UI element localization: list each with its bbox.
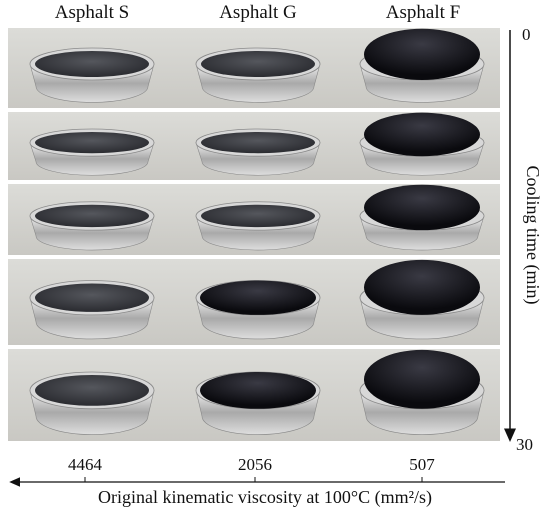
asphalt <box>35 283 149 312</box>
asphalt <box>364 184 480 231</box>
viscosity-value: 2056 <box>238 455 272 474</box>
asphalt <box>201 51 315 77</box>
asphalt <box>200 280 316 315</box>
cooling-label: Cooling time (min) <box>522 166 543 305</box>
photo-grid <box>8 28 500 444</box>
asphalt <box>35 51 149 77</box>
asphalt <box>364 259 480 315</box>
asphalt <box>35 204 149 228</box>
viscosity-label: Original kinematic viscosity at 100°C (m… <box>98 487 432 508</box>
viscosity-value: 4464 <box>68 455 103 474</box>
asphalt <box>200 372 316 409</box>
cooling-end: 30 <box>516 435 533 454</box>
asphalt <box>201 132 315 154</box>
column-header: Asphalt F <box>386 2 460 23</box>
column-header: Asphalt G <box>219 2 297 23</box>
asphalt <box>201 204 315 228</box>
column-header: Asphalt S <box>55 2 129 23</box>
asphalt <box>364 28 480 80</box>
asphalt <box>35 375 149 406</box>
asphalt <box>364 349 480 409</box>
asphalt <box>364 112 480 157</box>
cooling-start: 0 <box>522 25 531 44</box>
viscosity-value: 507 <box>409 455 435 474</box>
asphalt <box>35 132 149 154</box>
